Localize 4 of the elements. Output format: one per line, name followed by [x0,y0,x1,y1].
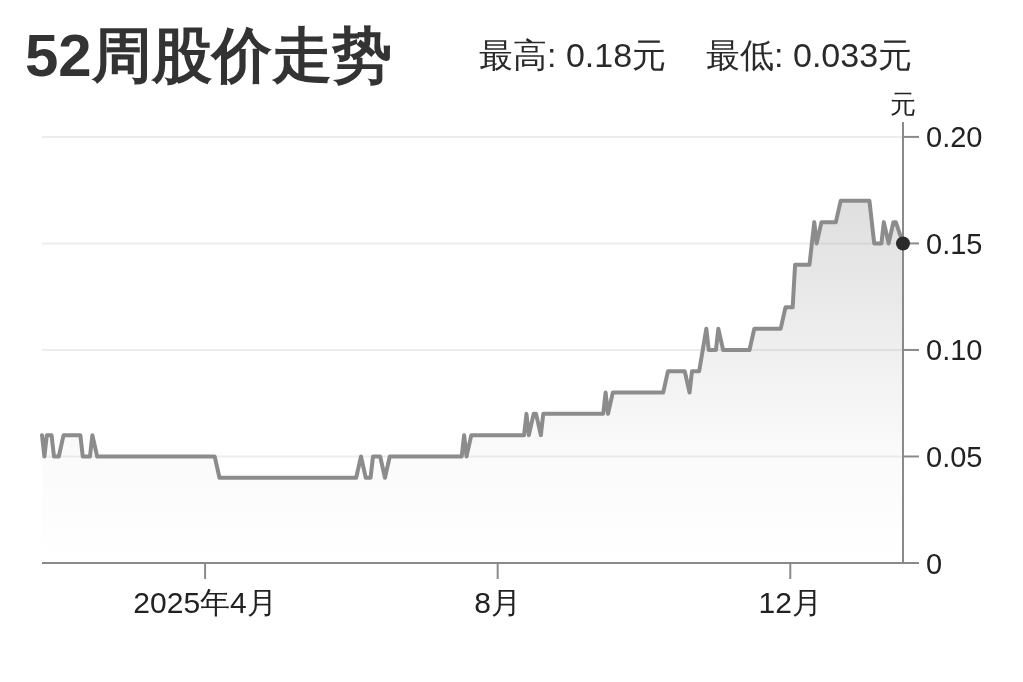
annotation: 最高: 0.18元 [479,36,667,74]
y-axis-title: 元 [890,89,916,119]
title: 52周股价走势 [25,22,392,89]
annotation: 最低: 0.033元 [706,36,913,74]
